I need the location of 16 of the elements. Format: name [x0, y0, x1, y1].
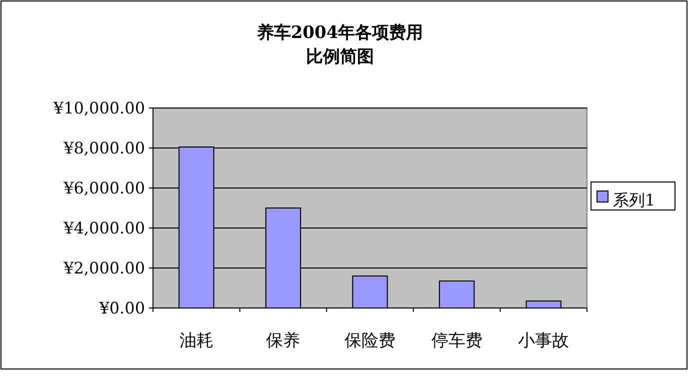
x-tick-label: 保险费: [344, 331, 396, 351]
y-tick-label: ¥2,000.00: [62, 258, 145, 278]
bar: [438, 280, 475, 308]
x-tick-label: 小事故: [518, 331, 570, 351]
y-tick-label: ¥10,000.00: [52, 98, 145, 118]
legend-label: 系列1: [613, 190, 656, 210]
x-tick-label: 停车费: [431, 331, 482, 351]
chart-title: 养车2004年各项费用比例简图: [256, 23, 424, 67]
x-tick-label: 保养: [266, 331, 300, 351]
y-tick-label: ¥8,000.00: [62, 138, 145, 158]
y-tick-label: ¥6,000.00: [62, 178, 145, 198]
x-tick-label: 油耗: [179, 331, 214, 351]
y-tick-label: ¥0.00: [98, 298, 145, 318]
bar: [352, 276, 388, 308]
y-tick-label: ¥4,000.00: [62, 218, 145, 238]
bar: [526, 300, 562, 308]
